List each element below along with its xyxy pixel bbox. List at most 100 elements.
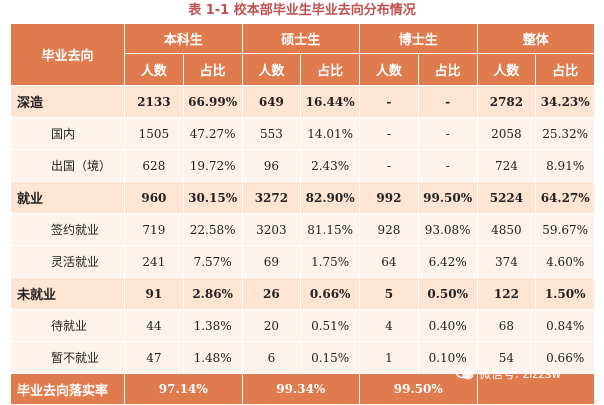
ratio-cell: 1.38% [182,309,243,342]
category-row: 就业 960 30.15% 3272 82.90% 992 99.50% 5224 64.27% [10,181,596,214]
count-cell: 1505 [124,117,184,150]
count-cell: 44 [124,309,184,342]
count-cell: 122 [476,277,537,310]
ratio-cell: 0.84% [535,309,596,342]
count-cell: 68 [476,309,537,342]
ratio-cell: 0.10% [417,341,478,374]
ratio-cell: - [417,85,478,118]
row-label: 深造 [10,85,125,118]
ratio-cell: 59.67% [535,213,596,246]
ratio-cell: 2.86% [182,277,243,310]
footer-label: 毕业去向落实率 [10,373,125,405]
count-cell: - [359,85,419,118]
sub-header-ratio: 占比 [417,53,478,86]
count-cell: 5224 [476,181,537,214]
ratio-cell: 25.32% [535,117,596,150]
count-cell: 47 [124,341,184,374]
sub-header-ratio: 占比 [300,53,361,86]
row-label: 灵活就业 [10,245,125,278]
count-cell: 26 [241,277,302,310]
subcategory-row: 签约就业 719 22.58% 3203 81.15% 928 93.08% 4850 59.6… [10,213,596,246]
count-cell: 992 [359,181,419,214]
ratio-cell: 1.48% [182,341,243,374]
row-label: 签约就业 [10,213,125,246]
count-cell: 4 [359,309,419,342]
ratio-cell: 1.75% [300,245,361,278]
wechat-icon [455,365,474,380]
ratio-cell: 93.08% [417,213,478,246]
table-title: 表 1-1 校本部毕业生毕业去向分布情况 [188,3,416,18]
count-cell: 960 [124,181,184,214]
subcategory-row: 暂不就业 47 1.48% 6 0.15% 1 0.10% 54 0.66% [10,341,596,374]
sub-header-count: 人数 [124,53,184,86]
ratio-cell: 34.23% [535,85,596,118]
ratio-cell: 0.50% [417,277,478,310]
subcategory-row: 国内 1505 47.27% 553 14.01% - -2058 25.32% [10,117,596,150]
footer-value-undergrad: 97.14% [124,373,243,405]
count-cell: 724 [476,149,537,182]
count-cell: 553 [241,117,302,150]
count-cell: 2058 [476,117,537,150]
count-cell: 20 [241,309,302,342]
count-cell: 3272 [241,181,302,214]
ratio-cell: - [417,149,478,182]
ratio-cell: 82.90% [300,181,361,214]
watermark-text: 微信号: zizzsw [479,366,562,381]
ratio-cell: 30.15% [182,181,243,214]
ratio-cell: - [417,117,478,150]
count-cell: 69 [241,245,302,278]
ratio-cell: 0.66% [300,277,361,310]
sub-header-count: 人数 [476,53,537,86]
ratio-cell: 16.44% [300,85,361,118]
ratio-cell: 8.91% [535,149,596,182]
ratio-cell: 1.50% [535,277,596,310]
row-label: 未就业 [10,277,125,310]
count-cell: 1 [359,341,419,374]
count-cell: 241 [124,245,184,278]
sub-header-ratio: 占比 [535,53,596,86]
count-cell: 96 [241,149,302,182]
group-header-master: 硕士生 [241,23,361,54]
sub-header-ratio: 占比 [182,53,243,86]
ratio-cell: 99.50% [417,181,478,214]
count-cell: 628 [124,149,184,182]
ratio-cell: 64.27% [535,181,596,214]
row-label: 国内 [10,117,125,150]
count-cell: 91 [124,277,184,310]
count-cell: 928 [359,213,419,246]
ratio-cell: 14.01% [300,117,361,150]
ratio-cell: 66.99% [182,85,243,118]
subcategory-row: 出国（境） 628 19.72% 96 2.43% - -724 8.91% [10,149,596,182]
ratio-cell: 19.72% [182,149,243,182]
row-label: 暂不就业 [10,341,125,374]
ratio-cell: 81.15% [300,213,361,246]
group-header-undergrad: 本科生 [124,23,243,54]
count-cell: 6 [241,341,302,374]
count-cell: 2782 [476,85,537,118]
table-body: 深造 2133 66.99% 649 16.44% - -2782 34.23% 国内 1505 4… [10,85,596,374]
count-cell: 4850 [476,213,537,246]
ratio-cell: 7.57% [182,245,243,278]
count-cell: 3203 [241,213,302,246]
sub-header-count: 人数 [241,53,302,86]
footer-value-master: 99.34% [241,373,361,405]
ratio-cell: 4.60% [535,245,596,278]
group-header-doctor: 博士生 [359,23,478,54]
count-cell: - [359,149,419,182]
footer-row: 毕业去向落实率 97.14% 99.34% 99.50% [10,373,596,405]
count-cell: 719 [124,213,184,246]
count-cell: 374 [476,245,537,278]
corner-header: 毕业去向 [10,23,125,86]
ratio-cell: 0.40% [417,309,478,342]
subcategory-row: 灵活就业 241 7.57% 69 1.75% 64 6.42% 374 4.60% [10,245,596,278]
ratio-cell: 47.27% [182,117,243,150]
footer-value-doctor: 99.50% [359,373,478,405]
ratio-cell: 0.15% [300,341,361,374]
footer-value-overall [476,373,596,405]
wechat-watermark: 微信号: zizzsw [455,362,561,384]
ratio-cell: 0.66% [535,341,596,374]
count-cell: - [359,117,419,150]
count-cell: 649 [241,85,302,118]
ratio-cell: 6.42% [417,245,478,278]
row-label: 待就业 [10,309,125,342]
